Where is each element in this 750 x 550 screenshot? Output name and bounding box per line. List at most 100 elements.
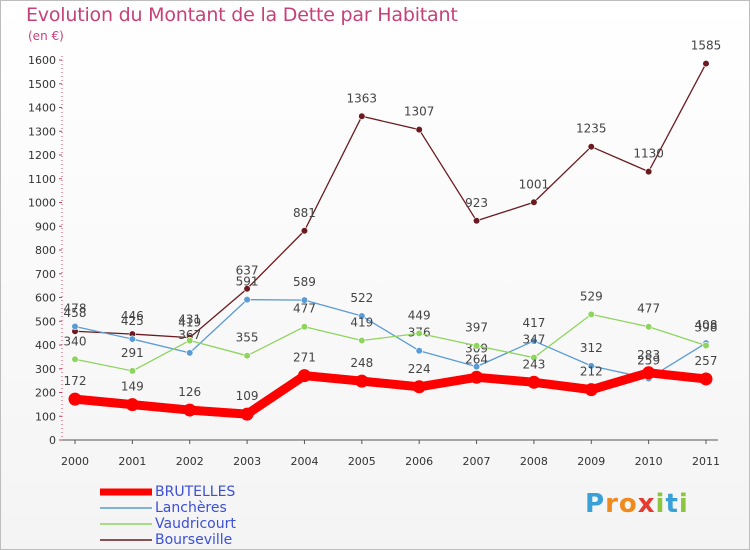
data-label-vaudricourt: 419	[178, 315, 201, 329]
data-label-vaudricourt: 477	[293, 302, 316, 316]
x-tick-label: 2007	[463, 455, 491, 468]
series-line-brutelles	[70, 368, 711, 419]
data-label-bourseville: 1235	[576, 122, 607, 136]
data-label-brutelles: 264	[465, 352, 488, 366]
data-label-brutelles: 172	[64, 374, 87, 388]
data-point-brutelles	[527, 375, 541, 389]
data-point-vaudricourt	[128, 367, 136, 375]
data-point-brutelles	[240, 407, 254, 421]
data-point-vaudricourt	[472, 342, 481, 350]
data-point-vaudricourt	[530, 353, 538, 362]
data-label-brutelles: 271	[293, 351, 316, 365]
data-point-brutelles	[470, 370, 484, 384]
data-label-brutelles: 243	[522, 357, 545, 371]
data-label-bourseville: 923	[465, 196, 488, 210]
data-label-brutelles: 257	[695, 354, 718, 368]
series-line-vaudricourt	[74, 313, 707, 372]
y-tick-label: 300	[35, 363, 56, 376]
x-tick-label: 2009	[577, 455, 605, 468]
y-tick-label: 1300	[28, 125, 56, 138]
data-point-vaudricourt	[702, 341, 710, 350]
data-label-brutelles: 126	[178, 385, 201, 399]
data-point-lanch-res	[415, 347, 423, 355]
data-label-lanch-res: 367	[178, 328, 201, 342]
legend-label-bourseville: Bourseville	[155, 532, 233, 548]
data-point-vaudricourt	[415, 329, 423, 337]
data-label-bourseville: 446	[121, 309, 144, 323]
logo-letter: x	[637, 489, 656, 519]
data-label-bourseville: 431	[178, 313, 201, 327]
legend-label-brutelles: BRUTELLES	[155, 484, 236, 500]
y-tick-label: 1100	[28, 173, 56, 186]
data-point-lanch-res	[300, 296, 309, 304]
data-point-brutelles	[125, 398, 139, 412]
series-line-lanch-res	[74, 298, 707, 380]
data-label-lanch-res: 312	[580, 341, 603, 355]
y-tick-label: 800	[35, 244, 56, 257]
data-point-bourseville	[300, 227, 309, 235]
data-point-vaudricourt	[243, 352, 251, 360]
data-point-brutelles	[642, 366, 656, 380]
data-point-brutelles	[584, 383, 598, 397]
series-line-bourseville	[74, 62, 707, 339]
x-tick-label: 2006	[405, 455, 433, 468]
data-point-lanch-res	[243, 296, 251, 304]
x-tick-label: 2001	[118, 455, 146, 468]
x-tick-label: 2005	[348, 455, 376, 468]
y-tick-label: 100	[35, 410, 56, 423]
x-tick-label: 2010	[635, 455, 663, 468]
y-tick-label: 500	[35, 315, 56, 328]
data-point-bourseville	[645, 168, 653, 176]
data-point-vaudricourt	[645, 323, 653, 331]
data-label-lanch-res: 478	[64, 301, 87, 315]
y-tick-label: 1000	[28, 197, 56, 210]
data-label-brutelles: 149	[121, 380, 144, 394]
data-label-vaudricourt: 529	[580, 289, 603, 303]
logo-letter: i	[678, 489, 689, 519]
y-tick-label: 200	[35, 387, 56, 400]
data-label-lanch-res: 522	[350, 291, 373, 305]
y-tick-label: 1500	[28, 78, 56, 91]
data-point-bourseville	[530, 198, 538, 206]
y-tick-label: 700	[35, 268, 56, 281]
data-label-vaudricourt: 291	[121, 346, 144, 360]
data-point-vaudricourt	[300, 323, 309, 331]
data-label-vaudricourt: 340	[64, 334, 87, 348]
data-point-lanch-res	[358, 312, 366, 320]
y-tick-label: 1600	[28, 54, 56, 67]
data-label-bourseville: 1363	[347, 91, 378, 105]
data-label-lanch-res: 589	[293, 275, 316, 289]
proxiti-logo: Proxiti	[585, 489, 689, 519]
data-point-brutelles	[68, 392, 82, 406]
y-tick-label: 0	[49, 434, 56, 447]
data-label-vaudricourt: 347	[522, 333, 545, 347]
data-label-vaudricourt: 355	[236, 331, 259, 345]
chart-subtitle: (en €)	[28, 29, 64, 43]
data-label-vaudricourt: 477	[637, 302, 660, 316]
y-tick-label: 1200	[28, 149, 56, 162]
data-point-lanch-res	[128, 335, 136, 343]
data-label-lanch-res: 408	[695, 318, 718, 332]
data-point-bourseville	[243, 285, 251, 293]
data-point-bourseville	[415, 125, 423, 134]
chart-title: Evolution du Montant de la Dette par Hab…	[26, 4, 458, 26]
logo-letter: i	[655, 489, 666, 519]
data-label-brutelles: 248	[350, 356, 373, 370]
data-point-bourseville	[587, 143, 595, 151]
data-label-bourseville: 1585	[691, 39, 722, 53]
y-tick-label: 1400	[28, 102, 56, 115]
logo-letter: t	[665, 489, 679, 519]
data-point-vaudricourt	[186, 336, 194, 345]
data-point-brutelles	[412, 380, 426, 394]
data-point-vaudricourt	[358, 336, 366, 345]
x-tick-label: 2011	[692, 455, 720, 468]
data-point-vaudricourt	[71, 355, 79, 363]
data-point-brutelles	[183, 403, 197, 417]
data-label-lanch-res: 591	[236, 275, 259, 289]
data-label-brutelles: 109	[236, 389, 259, 403]
legend-label-lanch-res: Lanchères	[155, 500, 227, 516]
x-tick-label: 2003	[233, 455, 261, 468]
data-label-lanch-res: 417	[522, 316, 545, 330]
